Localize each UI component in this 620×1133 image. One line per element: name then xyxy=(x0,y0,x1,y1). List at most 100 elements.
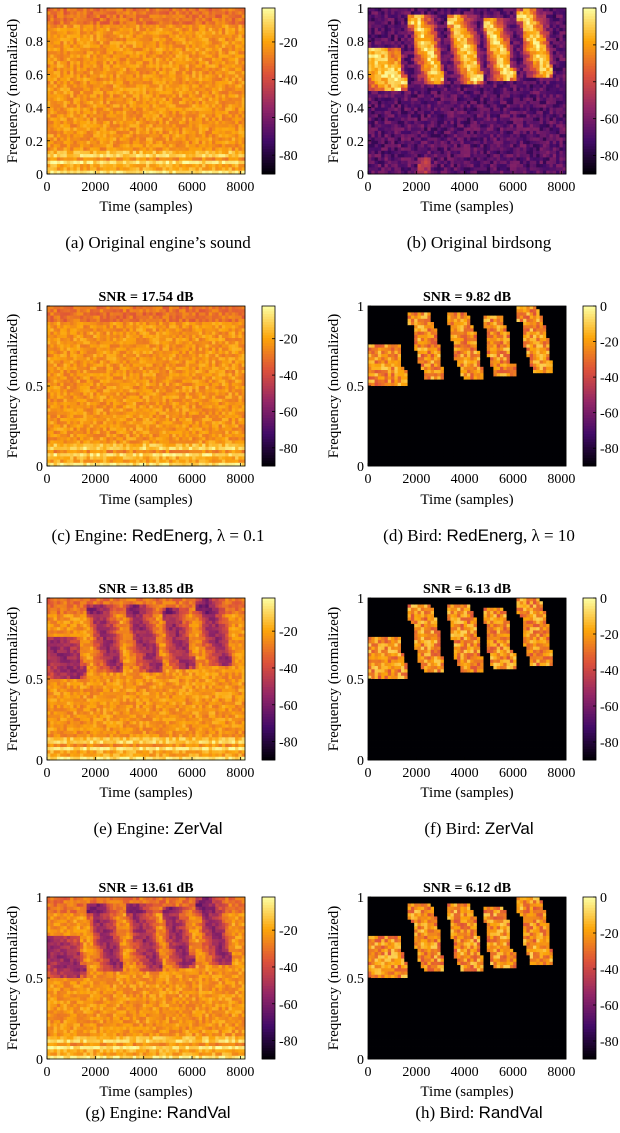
heatmap-cell xyxy=(421,71,425,75)
heatmap-cell xyxy=(484,64,488,68)
heatmap-cell xyxy=(391,118,395,122)
heatmap-cell xyxy=(186,31,190,35)
heatmap-cell xyxy=(80,25,84,29)
heatmap-cell xyxy=(371,104,375,108)
heatmap-cell xyxy=(136,124,140,128)
heatmap-cell xyxy=(103,11,107,15)
heatmap-cell xyxy=(90,121,94,125)
heatmap-cell xyxy=(143,104,147,108)
heatmap-cell xyxy=(77,118,81,122)
heatmap-cell xyxy=(388,71,392,75)
heatmap-cell xyxy=(225,28,229,32)
heatmap-cell xyxy=(83,167,87,171)
heatmap-cell xyxy=(106,151,110,155)
heatmap-cell xyxy=(196,18,200,22)
heatmap-cell xyxy=(477,111,481,115)
heatmap-cell xyxy=(166,128,170,132)
heatmap-cell xyxy=(50,161,54,165)
heatmap-cell xyxy=(431,88,435,92)
heatmap-cell xyxy=(70,35,74,39)
heatmap-cell xyxy=(106,41,110,45)
heatmap-cell xyxy=(133,154,137,158)
heatmap-cell xyxy=(136,167,140,171)
heatmap-cell xyxy=(229,45,233,49)
heatmap-cell xyxy=(401,154,405,158)
heatmap-cell xyxy=(50,164,54,168)
heatmap-cell xyxy=(477,164,481,168)
heatmap-cell xyxy=(133,8,137,12)
heatmap-cell xyxy=(394,134,398,138)
heatmap-cell xyxy=(381,81,385,85)
heatmap-cell xyxy=(480,61,484,65)
heatmap-cell xyxy=(225,161,229,165)
heatmap-cell xyxy=(139,8,143,12)
heatmap-cell xyxy=(484,124,488,128)
heatmap-cell xyxy=(202,45,206,49)
heatmap-cell xyxy=(83,78,87,82)
heatmap-cell xyxy=(57,51,61,55)
heatmap-cell xyxy=(474,98,478,102)
heatmap-cell xyxy=(229,41,233,45)
heatmap-cell xyxy=(176,74,180,78)
heatmap-cell xyxy=(441,167,445,171)
heatmap-cell xyxy=(437,11,441,15)
colorbar-segment xyxy=(262,133,275,136)
heatmap-cell xyxy=(179,137,183,141)
heatmap-cell xyxy=(434,8,438,12)
heatmap-cell xyxy=(133,88,137,92)
heatmap-cell xyxy=(404,45,408,49)
heatmap-cell xyxy=(123,137,127,141)
heatmap-cell xyxy=(97,31,101,35)
heatmap-cell xyxy=(444,167,448,171)
heatmap-cell xyxy=(60,78,64,82)
heatmap-cell xyxy=(451,167,455,171)
heatmap-cell xyxy=(388,94,392,98)
heatmap-cell xyxy=(404,118,408,122)
heatmap-cell xyxy=(229,114,233,118)
heatmap-cell xyxy=(57,38,61,42)
heatmap-cell xyxy=(146,41,150,45)
heatmap-cell xyxy=(113,91,117,95)
heatmap-cell xyxy=(480,151,484,155)
heatmap-cell xyxy=(60,141,64,145)
heatmap-cell xyxy=(467,51,471,55)
heatmap-cell xyxy=(398,28,402,32)
heatmap-cell xyxy=(385,28,389,32)
heatmap-cell xyxy=(176,157,180,161)
heatmap-cell xyxy=(156,94,160,98)
heatmap-cell xyxy=(176,88,180,92)
heatmap-cell xyxy=(169,141,173,145)
heatmap-cell xyxy=(375,137,379,141)
heatmap-cell xyxy=(418,157,422,161)
heatmap-cell xyxy=(110,74,114,78)
heatmap-cell xyxy=(391,71,395,75)
heatmap-cell xyxy=(235,8,239,12)
heatmap-cell xyxy=(172,31,176,35)
heatmap-cell xyxy=(199,167,203,171)
heatmap-cell xyxy=(434,84,438,88)
heatmap-cell xyxy=(378,21,382,25)
heatmap-cell xyxy=(139,118,143,122)
heatmap-cell xyxy=(202,64,206,68)
heatmap-cell xyxy=(192,68,196,72)
heatmap-cell xyxy=(169,74,173,78)
heatmap-cell xyxy=(404,51,408,55)
heatmap-cell xyxy=(225,101,229,105)
heatmap-cell xyxy=(60,91,64,95)
heatmap-cell xyxy=(202,54,206,58)
heatmap-cell xyxy=(97,58,101,62)
heatmap-cell xyxy=(100,68,104,72)
heatmap-cell xyxy=(467,91,471,95)
heatmap-cell xyxy=(454,161,458,165)
heatmap-cell xyxy=(126,104,130,108)
heatmap-cell xyxy=(116,104,120,108)
heatmap-cell xyxy=(460,101,464,105)
heatmap-cell xyxy=(391,38,395,42)
heatmap-cell xyxy=(229,15,233,19)
heatmap-cell xyxy=(209,8,213,12)
heatmap-cell xyxy=(57,134,61,138)
heatmap-cell xyxy=(404,88,408,92)
heatmap-cell xyxy=(398,51,402,55)
heatmap-cell xyxy=(222,147,226,151)
heatmap-cell xyxy=(50,88,54,92)
